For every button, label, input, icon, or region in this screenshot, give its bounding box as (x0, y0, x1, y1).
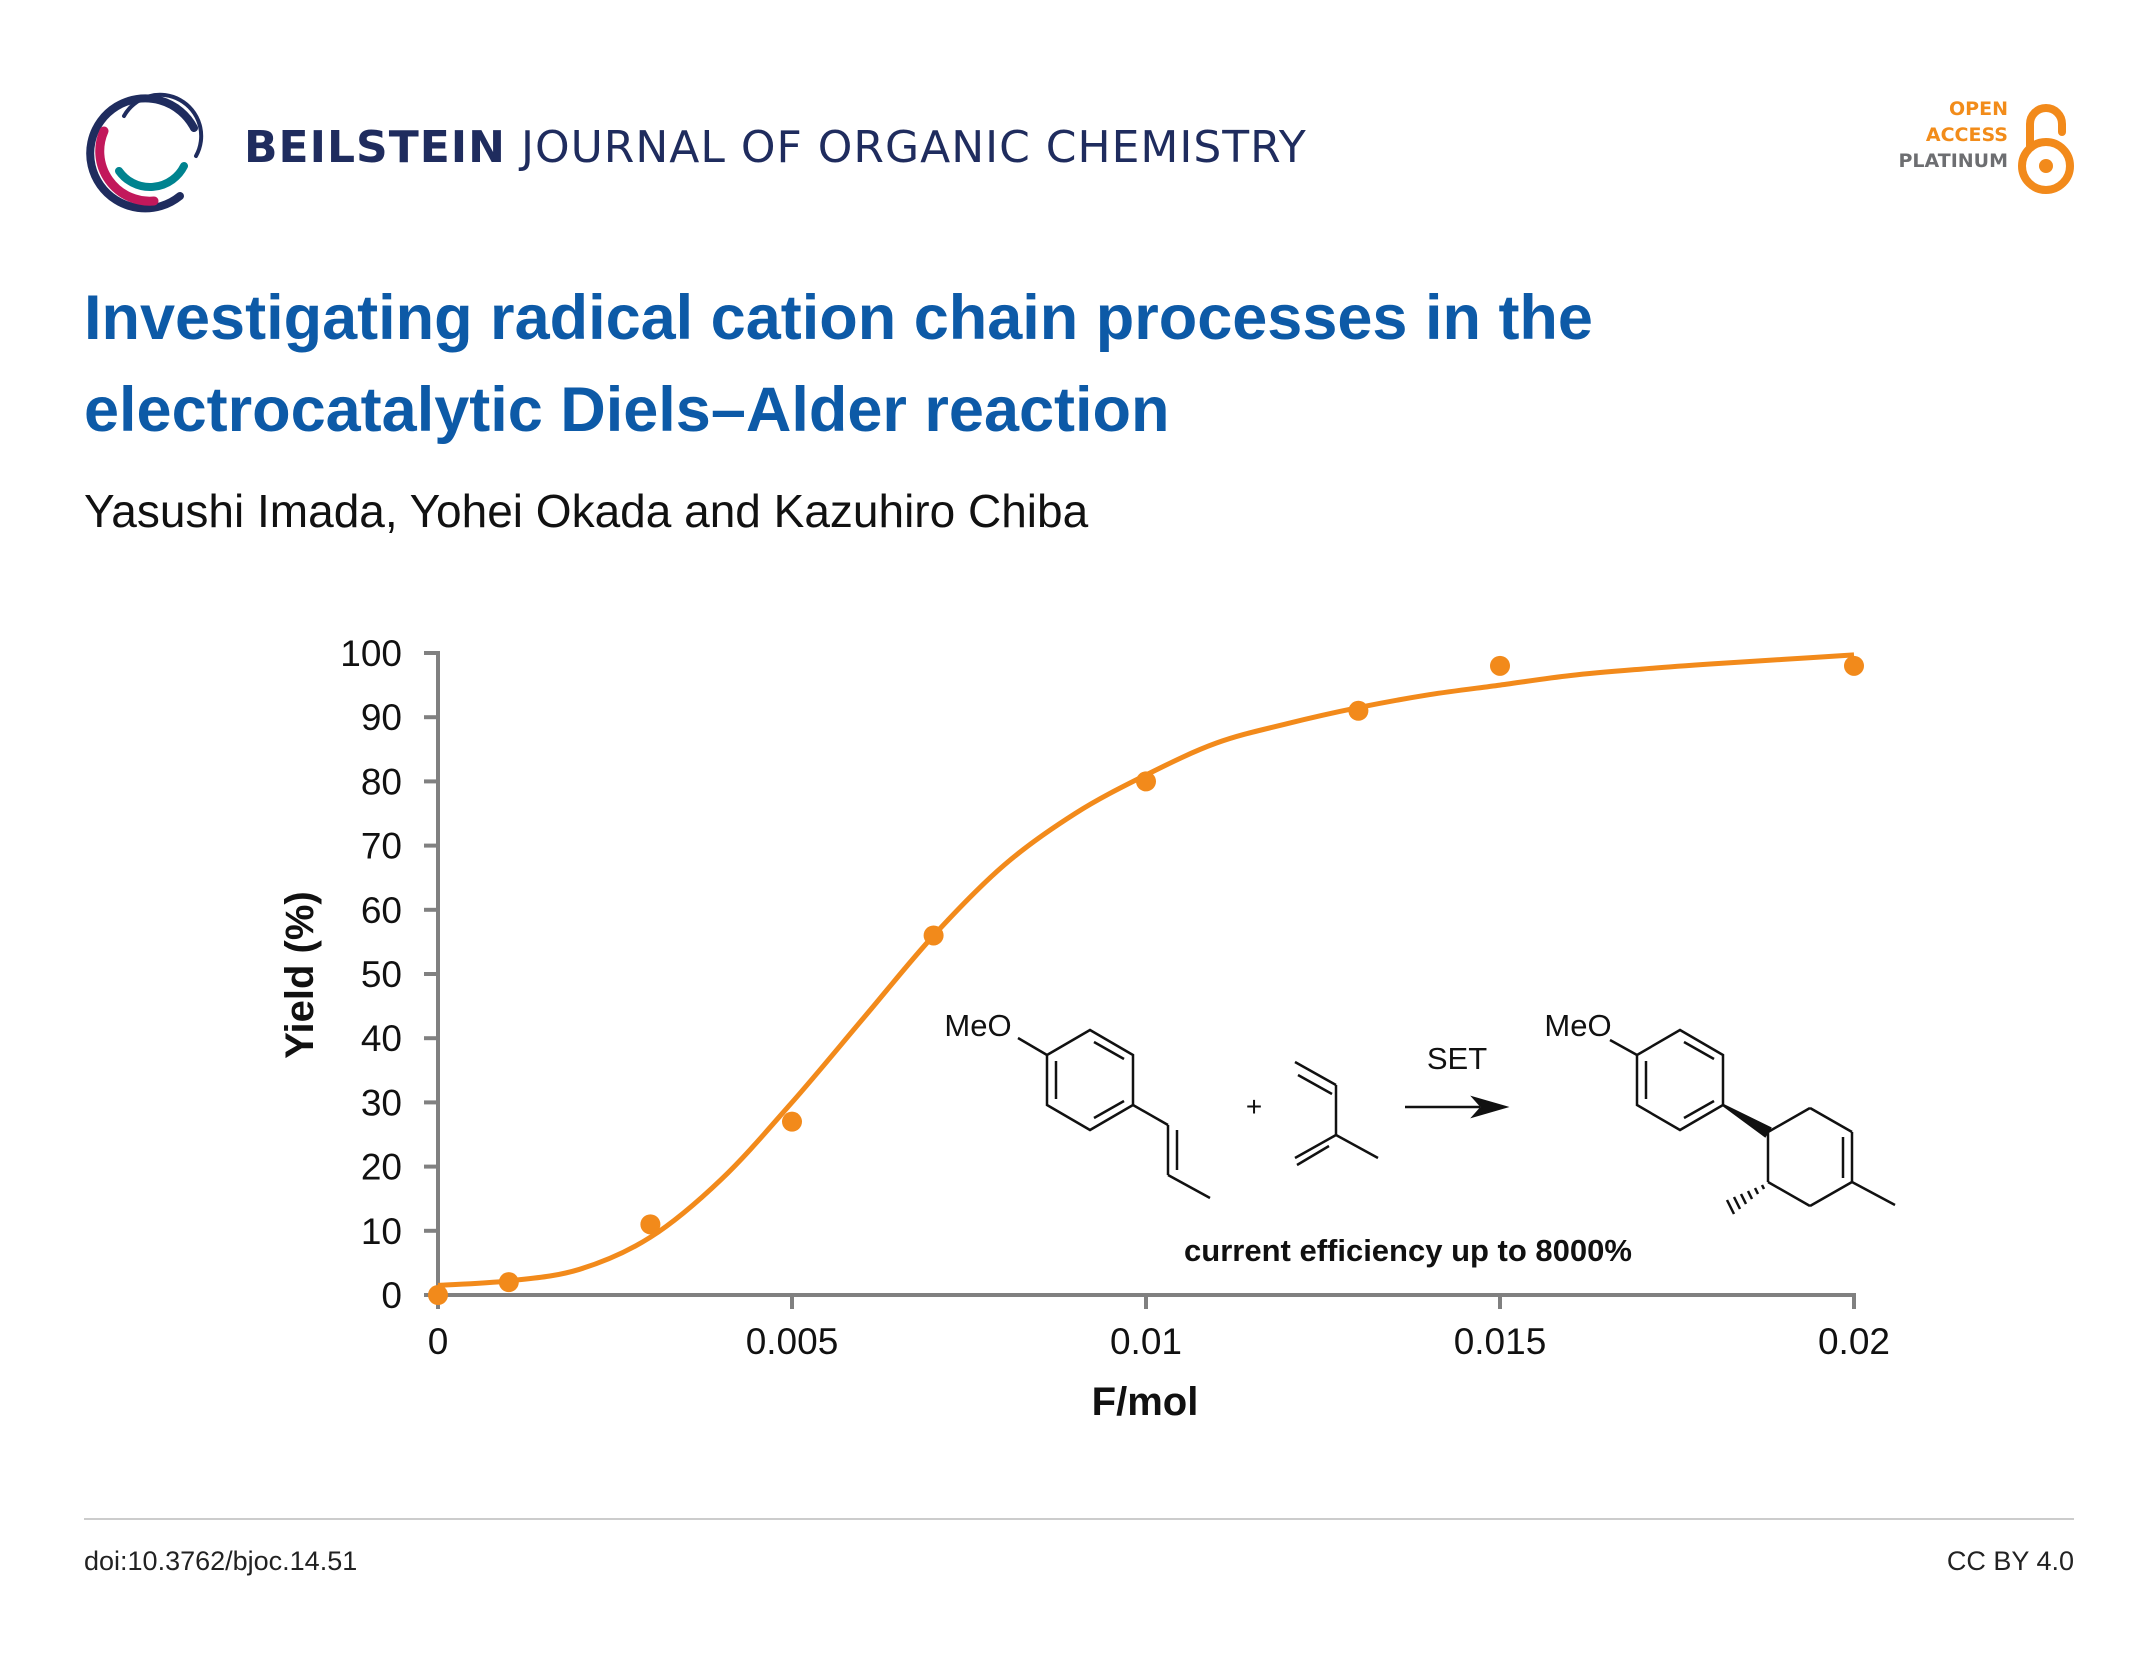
article-title-line-1: Investigating radical cation chain proce… (84, 283, 1593, 353)
x-tick-label: 0.015 (1454, 1321, 1547, 1362)
y-tick-label: 60 (361, 890, 402, 931)
reaction-arrow (1405, 1095, 1510, 1119)
y-tick-label: 10 (361, 1211, 402, 1252)
data-points (428, 655, 1864, 1305)
footer-divider (84, 1518, 2074, 1520)
y-tick-label: 80 (361, 761, 402, 802)
plus-sign: + (1246, 1091, 1262, 1122)
article-authors: Yasushi Imada, Yohei Okada and Kazuhiro … (84, 485, 1089, 537)
license-text: CC BY 4.0 (1946, 1546, 2074, 1576)
reactant-isoprene (1294, 1060, 1379, 1167)
reactant-meo-label: MeO (944, 1008, 1011, 1043)
data-point (428, 1285, 448, 1305)
reaction-scheme: MeO + SET MeO (944, 1008, 1896, 1268)
y-ticks: 0 10 20 30 40 50 60 70 80 90 100 (340, 633, 438, 1316)
journal-name-rest: JOURNAL OF ORGANIC CHEMISTRY (520, 122, 1307, 173)
data-point (640, 1214, 661, 1235)
data-point (923, 925, 944, 946)
reactant-anethole (1017, 1028, 1211, 1200)
doi-text: doi:10.3762/bjoc.14.51 (84, 1546, 358, 1576)
product-meo-label: MeO (1544, 1008, 1611, 1043)
data-point (782, 1111, 802, 1132)
axes (436, 651, 1856, 1297)
open-access-text: OPEN ACCESS PLATINUM (1898, 96, 2008, 174)
y-tick-label: 100 (340, 633, 402, 674)
journal-name-bold: BEILSTEIN (244, 122, 506, 173)
y-tick-label: 40 (361, 1018, 402, 1059)
y-tick-label: 90 (361, 697, 402, 738)
oa-line-access: ACCESS (1925, 124, 2008, 146)
y-tick-label: 50 (361, 954, 402, 995)
oa-line-platinum: PLATINUM (1898, 150, 2008, 172)
chart-svg: 0 10 20 30 40 50 60 70 80 90 100 0 0.005 0.01 0.015 0.… (278, 633, 1896, 1424)
yield-chart: 0 10 20 30 40 50 60 70 80 90 100 0 0.005 0.01 0.015 0.… (0, 600, 2150, 1460)
arrow-label-set: SET (1427, 1041, 1487, 1076)
y-tick-label: 0 (381, 1275, 402, 1316)
y-tick-label: 20 (361, 1147, 402, 1188)
product-cyclohexene (1609, 1028, 1896, 1215)
y-axis-label: Yield (%) (278, 891, 322, 1058)
x-tick-label: 0.005 (746, 1321, 839, 1362)
article-title: Investigating radical cation chain proce… (84, 272, 2034, 456)
reactant-benzene-ring (1045, 1028, 1135, 1132)
scheme-caption: current efficiency up to 8000% (1184, 1233, 1632, 1268)
oa-line-open: OPEN (1949, 98, 2008, 120)
data-point (1844, 655, 1864, 676)
journal-name: BEILSTEIN JOURNAL OF ORGANIC CHEMISTRY (244, 122, 1307, 173)
x-ticks: 0 0.005 0.01 0.015 0.02 (428, 1295, 1890, 1362)
x-tick-label: 0 (428, 1321, 449, 1362)
beilstein-logo-icon (84, 86, 214, 216)
y-tick-label: 70 (361, 826, 402, 867)
y-tick-label: 30 (361, 1082, 402, 1123)
data-point (1490, 655, 1510, 676)
x-tick-label: 0.01 (1110, 1321, 1182, 1362)
journal-header: BEILSTEIN JOURNAL OF ORGANIC CHEMISTRY O… (84, 86, 2074, 216)
data-point (1136, 771, 1156, 792)
x-tick-label: 0.02 (1818, 1321, 1890, 1362)
open-access-badge: OPEN ACCESS PLATINUM (1874, 96, 2074, 196)
article-title-line-2: electrocatalytic Diels–Alder reaction (84, 375, 1170, 445)
open-lock-icon (2018, 102, 2074, 196)
x-axis-label: F/mol (1092, 1380, 1199, 1424)
data-point (498, 1272, 519, 1293)
fit-curve (437, 652, 1855, 1288)
data-point (1348, 700, 1369, 721)
